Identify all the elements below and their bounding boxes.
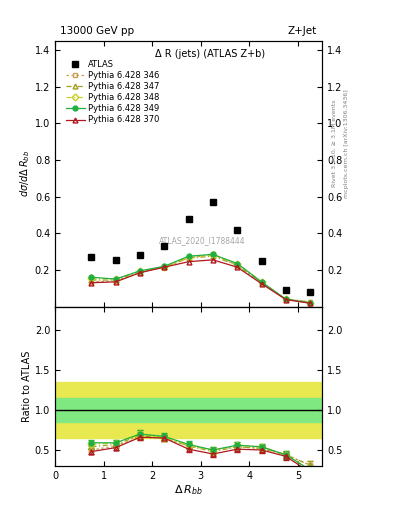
Pythia 6.428 347 xyxy=(308,299,312,305)
ATLAS xyxy=(211,199,215,205)
ATLAS xyxy=(259,258,264,264)
Pythia 6.428 346 xyxy=(162,264,167,270)
Pythia 6.428 370 xyxy=(283,296,288,303)
Pythia 6.428 348 xyxy=(162,264,167,270)
Pythia 6.428 348 xyxy=(186,254,191,260)
Text: Δ R (jets) (ATLAS Z+b): Δ R (jets) (ATLAS Z+b) xyxy=(155,49,265,59)
Pythia 6.428 370 xyxy=(138,270,142,276)
Pythia 6.428 347 xyxy=(89,277,94,283)
ATLAS xyxy=(138,252,142,259)
ATLAS xyxy=(308,289,312,295)
Pythia 6.428 370 xyxy=(211,257,215,263)
Pythia 6.428 346 xyxy=(211,251,215,258)
Pythia 6.428 346 xyxy=(138,270,142,276)
Pythia 6.428 347 xyxy=(259,280,264,286)
Pythia 6.428 370 xyxy=(308,300,312,306)
Text: mcplots.cern.ch [arXiv:1306.3436]: mcplots.cern.ch [arXiv:1306.3436] xyxy=(344,89,349,198)
Pythia 6.428 370 xyxy=(89,280,94,286)
ATLAS xyxy=(186,216,191,222)
ATLAS xyxy=(114,257,118,263)
Pythia 6.428 346 xyxy=(235,262,240,268)
Pythia 6.428 348 xyxy=(89,275,94,281)
Pythia 6.428 370 xyxy=(162,264,167,270)
Pythia 6.428 347 xyxy=(283,296,288,302)
Line: ATLAS: ATLAS xyxy=(88,199,313,295)
Line: Pythia 6.428 347: Pythia 6.428 347 xyxy=(89,254,312,305)
Bar xyxy=(55,382,322,438)
Text: ATLAS_2020_I1788444: ATLAS_2020_I1788444 xyxy=(159,236,245,245)
Pythia 6.428 370 xyxy=(186,259,191,265)
Pythia 6.428 348 xyxy=(259,279,264,285)
ATLAS xyxy=(89,254,94,260)
Pythia 6.428 347 xyxy=(114,277,118,283)
Y-axis label: Ratio to ATLAS: Ratio to ATLAS xyxy=(22,351,32,422)
Pythia 6.428 346 xyxy=(89,279,94,285)
ATLAS xyxy=(283,287,288,293)
Pythia 6.428 349 xyxy=(235,261,240,267)
Text: Rivet 3.1.10, ≥ 3.1M events: Rivet 3.1.10, ≥ 3.1M events xyxy=(332,100,337,187)
Pythia 6.428 370 xyxy=(259,281,264,287)
Pythia 6.428 346 xyxy=(114,278,118,284)
Pythia 6.428 349 xyxy=(308,300,312,306)
Pythia 6.428 370 xyxy=(235,264,240,270)
Pythia 6.428 348 xyxy=(114,276,118,282)
Pythia 6.428 349 xyxy=(138,268,142,274)
Pythia 6.428 346 xyxy=(259,280,264,286)
Pythia 6.428 349 xyxy=(283,296,288,302)
Pythia 6.428 349 xyxy=(162,263,167,269)
Pythia 6.428 348 xyxy=(211,252,215,259)
Line: Pythia 6.428 349: Pythia 6.428 349 xyxy=(89,252,312,305)
ATLAS xyxy=(162,243,167,249)
Pythia 6.428 348 xyxy=(308,300,312,306)
X-axis label: $\Delta\,R_{bb}$: $\Delta\,R_{bb}$ xyxy=(174,483,203,497)
Pythia 6.428 349 xyxy=(89,274,94,281)
Text: 13000 GeV pp: 13000 GeV pp xyxy=(61,26,134,36)
Pythia 6.428 347 xyxy=(235,262,240,268)
Line: Pythia 6.428 370: Pythia 6.428 370 xyxy=(89,258,312,306)
Pythia 6.428 347 xyxy=(138,269,142,275)
Pythia 6.428 348 xyxy=(283,296,288,302)
Pythia 6.428 348 xyxy=(235,261,240,267)
Pythia 6.428 349 xyxy=(186,253,191,259)
Pythia 6.428 347 xyxy=(186,255,191,261)
Pythia 6.428 346 xyxy=(308,299,312,305)
Pythia 6.428 347 xyxy=(211,253,215,259)
Line: Pythia 6.428 348: Pythia 6.428 348 xyxy=(89,253,312,305)
Pythia 6.428 349 xyxy=(114,276,118,282)
Pythia 6.428 348 xyxy=(138,268,142,274)
Bar xyxy=(55,398,322,422)
Pythia 6.428 346 xyxy=(186,255,191,261)
Pythia 6.428 346 xyxy=(283,296,288,302)
Text: Z+Jet: Z+Jet xyxy=(288,26,317,36)
Y-axis label: $d\sigma/d\Delta\,R_{bb}$: $d\sigma/d\Delta\,R_{bb}$ xyxy=(18,150,32,197)
Line: Pythia 6.428 346: Pythia 6.428 346 xyxy=(89,252,312,305)
Pythia 6.428 370 xyxy=(114,279,118,285)
Pythia 6.428 349 xyxy=(259,279,264,285)
Pythia 6.428 349 xyxy=(211,251,215,258)
Pythia 6.428 347 xyxy=(162,264,167,270)
ATLAS xyxy=(235,226,240,232)
Legend: ATLAS, Pythia 6.428 346, Pythia 6.428 347, Pythia 6.428 348, Pythia 6.428 349, P: ATLAS, Pythia 6.428 346, Pythia 6.428 34… xyxy=(64,58,161,126)
